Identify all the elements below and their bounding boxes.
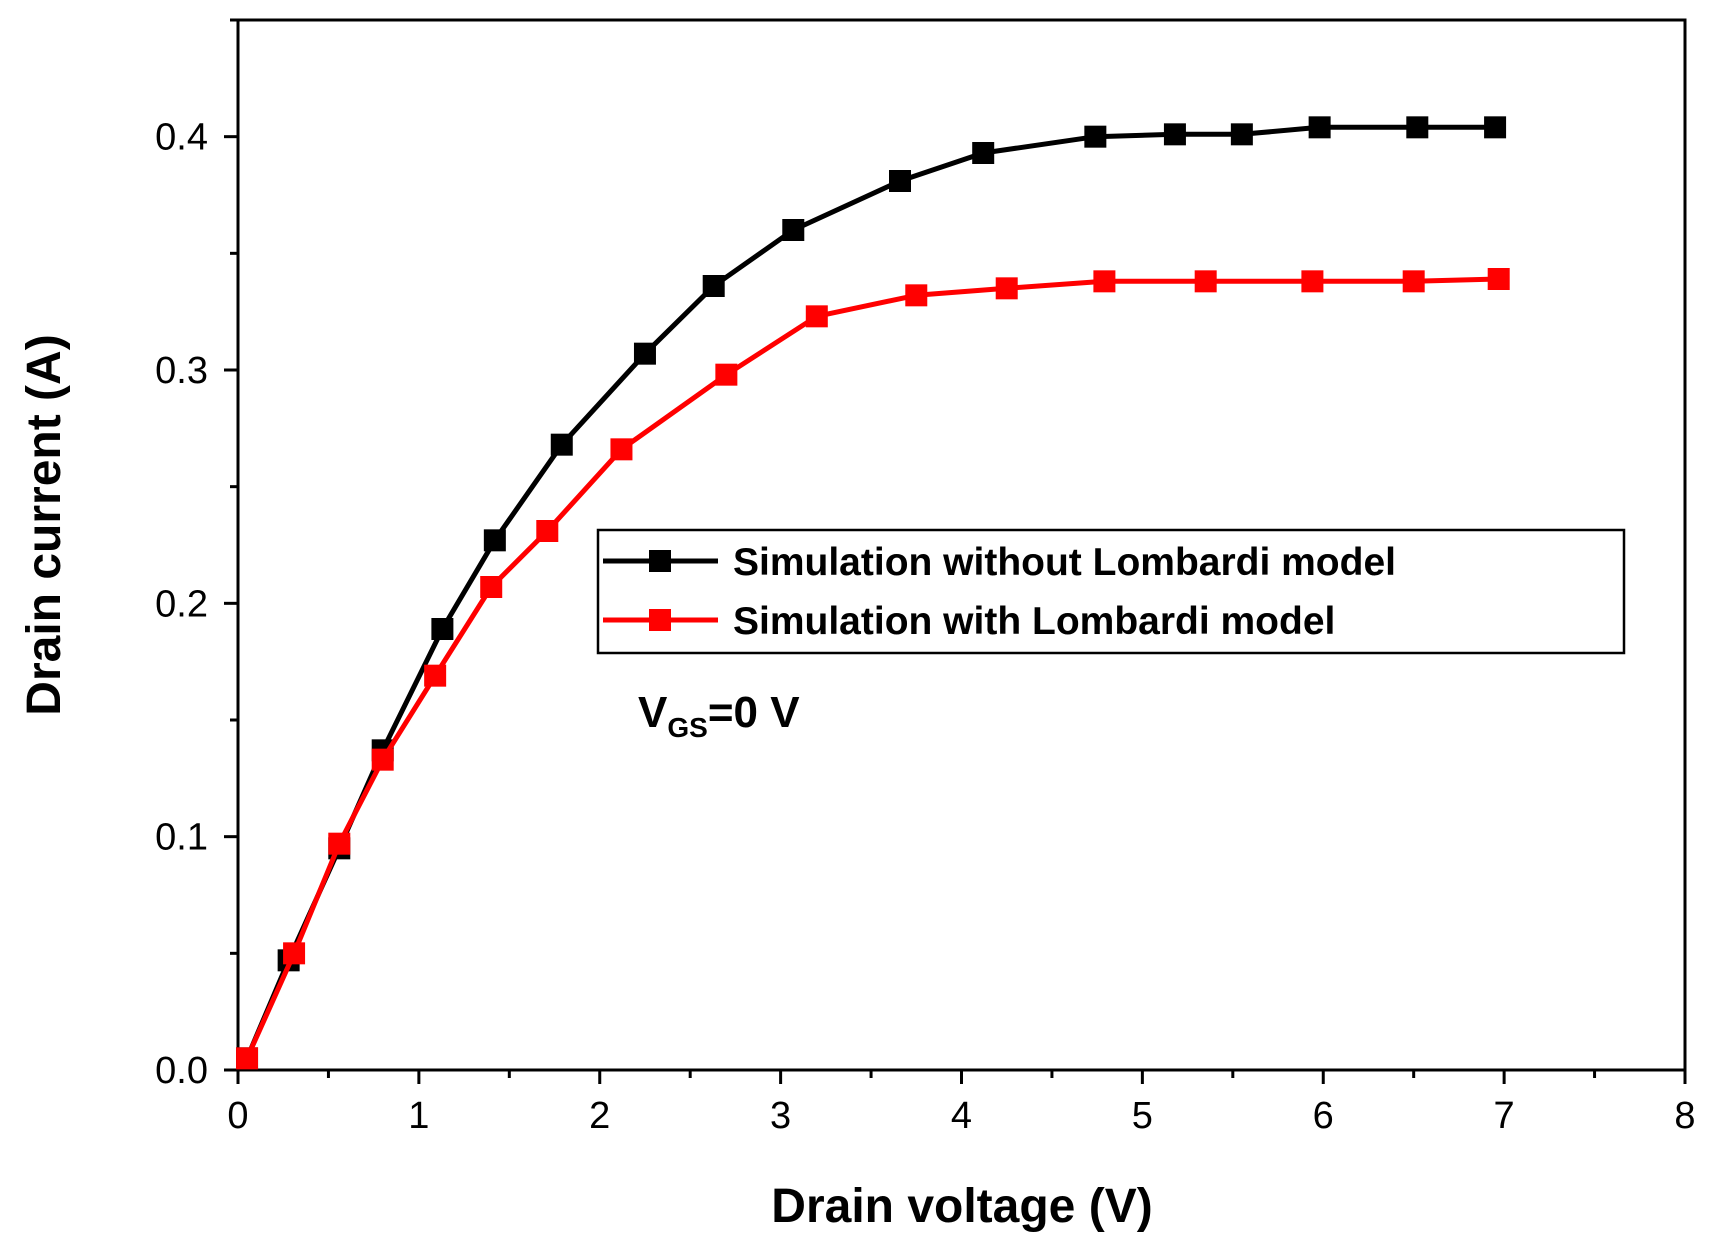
- vgs-annotation-main: V: [638, 688, 668, 737]
- data-point: [806, 305, 828, 327]
- series-2: [236, 268, 1510, 1069]
- data-point: [480, 576, 502, 598]
- y-tick-label: 0.0: [155, 1050, 208, 1092]
- y-tick-label: 0.3: [155, 350, 208, 392]
- data-point: [283, 942, 305, 964]
- data-point: [996, 277, 1018, 299]
- data-point: [715, 364, 737, 386]
- data-point: [1403, 270, 1425, 292]
- data-point: [1084, 126, 1106, 148]
- legend-marker: [649, 550, 671, 572]
- legend-marker: [649, 609, 671, 631]
- x-tick-label: 8: [1674, 1095, 1695, 1137]
- y-tick-label: 0.2: [155, 583, 208, 625]
- x-tick-label: 1: [408, 1095, 429, 1137]
- data-point: [1231, 123, 1253, 145]
- drain-current-chart: 0 1 2 3 4 5 6 7 8 0.0 0.1 0.2 0.3 0.4 Simulation with…: [0, 0, 1710, 1250]
- data-point: [703, 275, 725, 297]
- x-tick-label: 5: [1132, 1095, 1153, 1137]
- y-axis-title: Drain current (A): [18, 334, 71, 715]
- data-point: [372, 749, 394, 771]
- data-point: [328, 833, 350, 855]
- x-tick-label: 0: [227, 1095, 248, 1137]
- data-point: [905, 284, 927, 306]
- x-tick-label: 2: [589, 1095, 610, 1137]
- data-point: [536, 520, 558, 542]
- data-point: [1484, 116, 1506, 138]
- legend-label: Simulation without Lombardi model: [733, 541, 1396, 584]
- vgs-annotation-suffix: =0 V: [708, 688, 800, 737]
- data-point: [236, 1047, 258, 1069]
- data-point: [782, 219, 804, 241]
- data-point: [972, 142, 994, 164]
- vgs-annotation-subscript: GS: [667, 712, 707, 743]
- legend-label: Simulation with Lombardi model: [733, 600, 1335, 643]
- data-point: [1309, 116, 1331, 138]
- x-tick-label: 4: [951, 1095, 972, 1137]
- data-point: [431, 618, 453, 640]
- y-tick-label: 0.4: [155, 117, 208, 159]
- data-point: [1093, 270, 1115, 292]
- legend: Simulation without Lombardi model Simulat…: [598, 530, 1624, 653]
- data-point: [551, 434, 573, 456]
- data-point: [1195, 270, 1217, 292]
- x-tick-label: 3: [770, 1095, 791, 1137]
- data-point: [610, 438, 632, 460]
- data-point: [634, 343, 656, 365]
- x-axis-title: Drain voltage (V): [771, 1180, 1152, 1233]
- data-point: [1301, 270, 1323, 292]
- data-point: [1488, 268, 1510, 290]
- x-tick-label: 6: [1313, 1095, 1334, 1137]
- data-point: [889, 170, 911, 192]
- vgs-annotation: VGS=0 V: [638, 688, 800, 743]
- x-tick-label: 7: [1494, 1095, 1515, 1137]
- data-point: [484, 529, 506, 551]
- data-point: [1164, 123, 1186, 145]
- y-tick-label: 0.1: [155, 817, 208, 859]
- data-point: [1406, 116, 1428, 138]
- data-point: [424, 665, 446, 687]
